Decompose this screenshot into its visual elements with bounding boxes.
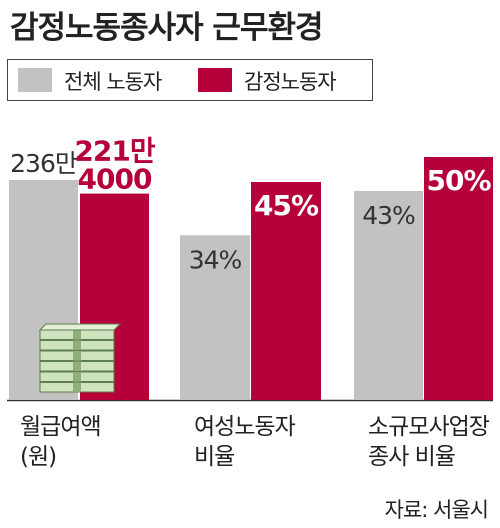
value-label-3-all-workers: 43% bbox=[362, 201, 415, 230]
category-label-1-2: (원) bbox=[20, 444, 56, 470]
category-label-2-1: 여성노동자 bbox=[194, 414, 296, 440]
legend-label-all-workers: 전체 노동자 bbox=[64, 70, 162, 94]
value-label-1-emotional-workers-1: 221만 bbox=[74, 135, 155, 168]
value-label-2-all-workers: 34% bbox=[189, 245, 242, 274]
value-label-1-emotional-workers-2: 4000 bbox=[78, 163, 152, 196]
source-note: 자료: 서울시 bbox=[384, 498, 489, 522]
value-label-1-all-workers: 236만 bbox=[10, 149, 78, 178]
value-label-3-emotional-workers: 50% bbox=[426, 164, 491, 197]
category-label-1-1: 월급여액 bbox=[20, 414, 101, 440]
bar-2-emotional-workers bbox=[251, 182, 321, 400]
legend-swatch-emotional-workers bbox=[198, 68, 232, 92]
value-label-2-emotional-workers: 45% bbox=[254, 189, 319, 222]
legend-label-emotional-workers: 감정노동자 bbox=[244, 70, 337, 94]
category-label-2-2: 비율 bbox=[194, 444, 234, 470]
category-label-3-2: 종사 비율 bbox=[368, 444, 455, 470]
chart-title: 감정노동종사자 근무환경 bbox=[10, 10, 324, 46]
bar-3-emotional-workers bbox=[424, 157, 493, 400]
legend-swatch-all-workers bbox=[18, 68, 52, 92]
legend: 전체 노동자 감정노동자 bbox=[7, 59, 373, 101]
bar-2-all-workers bbox=[180, 235, 250, 400]
category-label-3-1: 소규모사업장 bbox=[368, 414, 490, 440]
bar-3-all-workers bbox=[354, 191, 423, 400]
money-stack-icon bbox=[38, 323, 122, 393]
